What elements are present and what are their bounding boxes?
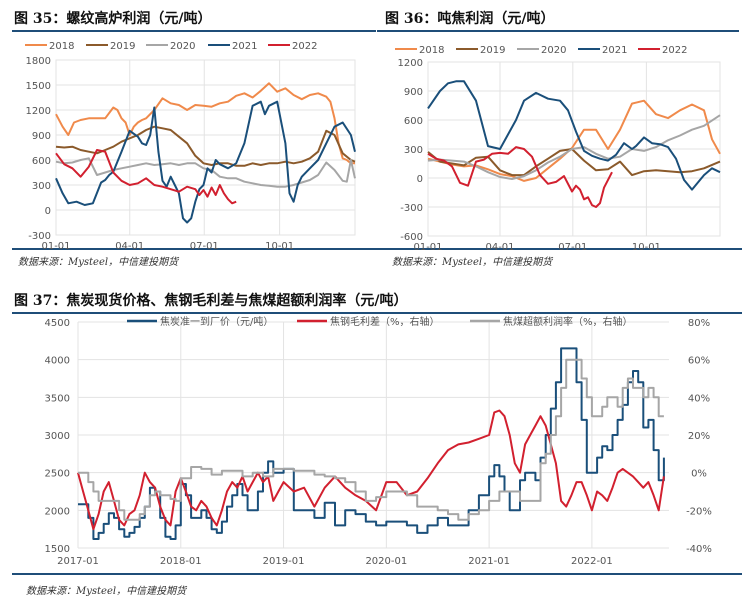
fig37-y-left-tick-label: 4000 [45, 356, 70, 367]
fig37-title: 图 37：焦炭现货价格、焦钢毛利差与焦煤超额利润率（元/吨） [14, 293, 408, 309]
fig35-series-2019 [55, 125, 356, 167]
fig35-x-tick-label: 01-01 [41, 241, 70, 252]
fig35-legend-label-2019: 2019 [110, 41, 135, 52]
fig37-y-left-tick-label: 1500 [45, 544, 70, 555]
fig37-chart: 1500 2000 2500 3000 3500 4000 4500 -40% -20% 0% 20… [45, 315, 712, 567]
fig37-source: 数据来源：Mysteel，中信建投期货 [26, 586, 187, 597]
fig37-title-rule [12, 312, 742, 314]
fig35-y-tick-label: 900 [32, 131, 51, 142]
fig37-legend-label-0: 焦炭准一到厂价（元/吨） [160, 315, 273, 328]
fig35-plot-frame [55, 59, 356, 236]
fig37-x-tick-label: 2022-01 [571, 556, 613, 567]
fig35-y-tick-label: 1800 [26, 56, 51, 67]
fig36-x-tick-label: 07-01 [558, 242, 587, 253]
fig37-legend-label-2: 焦煤超额利润率（%，右轴） [503, 315, 633, 328]
fig37-series-2 [78, 358, 664, 521]
fig35-title: 图 35：螺纹高炉利润（元/吨） [14, 11, 212, 27]
fig36-y-tick-label: 900 [404, 87, 423, 98]
fig35-series-2022 [55, 149, 237, 205]
fig37-y-right-tick-label: 0% [691, 469, 707, 480]
fig37-x-tick-label: 2021-01 [468, 556, 510, 567]
fig36-legend-label-2022: 2022 [662, 45, 687, 56]
fig35-y-tick-label: 300 [32, 181, 51, 192]
fig35-legend-label-2020: 2020 [170, 41, 195, 52]
fig37-y-left-tick-label: 3500 [45, 393, 70, 404]
fig37-x-tick-label: 2018-01 [160, 556, 202, 567]
fig36-source: 数据来源：Mysteel，中信建投期货 [392, 257, 553, 268]
fig36-x-tick-label: 10-01 [632, 242, 661, 253]
fig35-legend-label-2018: 2018 [49, 41, 74, 52]
fig36-legend-label-2018: 2018 [419, 45, 444, 56]
fig36-y-tick-label: 600 [404, 116, 423, 127]
fig35-chart: -300 0 300 600 900 1200 1500 1800 01-01 04-01 07-0… [25, 41, 356, 252]
fig37-y-right-tick-label: 20% [688, 431, 710, 442]
fig37-x-tick-label: 2019-01 [263, 556, 305, 567]
fig35-legend-label-2022: 2022 [292, 41, 317, 52]
fig36-legend-label-2020: 2020 [541, 45, 566, 56]
fig35-bottom-rule [12, 248, 742, 250]
fig37-legend-label-1: 焦钢毛利差（%，右轴） [330, 315, 440, 328]
fig36-chart: -600 -300 0 300 600 900 1200 01-01 04-01 07-01 10-… [395, 45, 721, 253]
fig37-y-right-tick-label: -20% [686, 506, 712, 517]
fig36-title: 图 36：吨焦利润（元/吨） [385, 11, 555, 27]
fig36-y-tick-label: 300 [404, 145, 423, 156]
fig35-source: 数据来源：Mysteel，中信建投期货 [18, 257, 179, 268]
fig36-series-2022 [427, 146, 613, 208]
fig37-y-left-tick-label: 2000 [45, 506, 70, 517]
fig35-y-tick-label: 600 [32, 156, 51, 167]
fig37-y-right-tick-label: -40% [686, 544, 712, 555]
fig36-y-tick-label: -600 [400, 232, 423, 243]
fig36-y-tick-label: 1200 [398, 58, 423, 69]
fig37-series-1 [77, 409, 665, 531]
fig35-series-2021 [55, 100, 356, 224]
fig36-x-tick-label: 04-01 [485, 242, 514, 253]
fig36-title-rule [377, 30, 739, 32]
fig36-x-tick-label: 01-01 [413, 242, 442, 253]
fig37-bottom-rule [12, 573, 742, 575]
fig36-y-tick-label: 0 [417, 174, 423, 185]
fig37-x-tick-label: 2020-01 [365, 556, 407, 567]
fig36-legend-label-2021: 2021 [602, 45, 627, 56]
fig36-series-2020 [427, 114, 721, 180]
fig36-y-tick-label: -300 [400, 203, 423, 214]
fig35-series-2018 [55, 82, 355, 165]
fig36-series-2018 [427, 99, 721, 182]
fig35-x-tick-label: 07-01 [190, 241, 219, 252]
fig35-y-tick-label: -300 [28, 231, 51, 242]
fig35-y-tick-label: 1500 [26, 81, 51, 92]
fig35-title-rule [12, 30, 376, 32]
fig35-y-tick-label: 0 [45, 206, 51, 217]
fig37-y-left-tick-label: 3000 [45, 431, 70, 442]
fig37-y-left-tick-label: 2500 [45, 469, 70, 480]
fig37-y-right-tick-label: 60% [688, 356, 710, 367]
fig37-x-tick-label: 2017-01 [57, 556, 99, 567]
fig35-x-tick-label: 10-01 [265, 241, 294, 252]
fig35-y-tick-label: 1200 [26, 106, 51, 117]
fig36-series-2021 [427, 80, 721, 191]
fig36-legend-label-2019: 2019 [480, 45, 505, 56]
fig35-legend-label-2021: 2021 [232, 41, 257, 52]
fig35-x-tick-label: 04-01 [115, 241, 144, 252]
fig37-y-right-tick-label: 80% [688, 318, 710, 329]
fig37-y-left-tick-label: 4500 [45, 318, 70, 329]
fig37-y-right-tick-label: 40% [688, 393, 710, 404]
